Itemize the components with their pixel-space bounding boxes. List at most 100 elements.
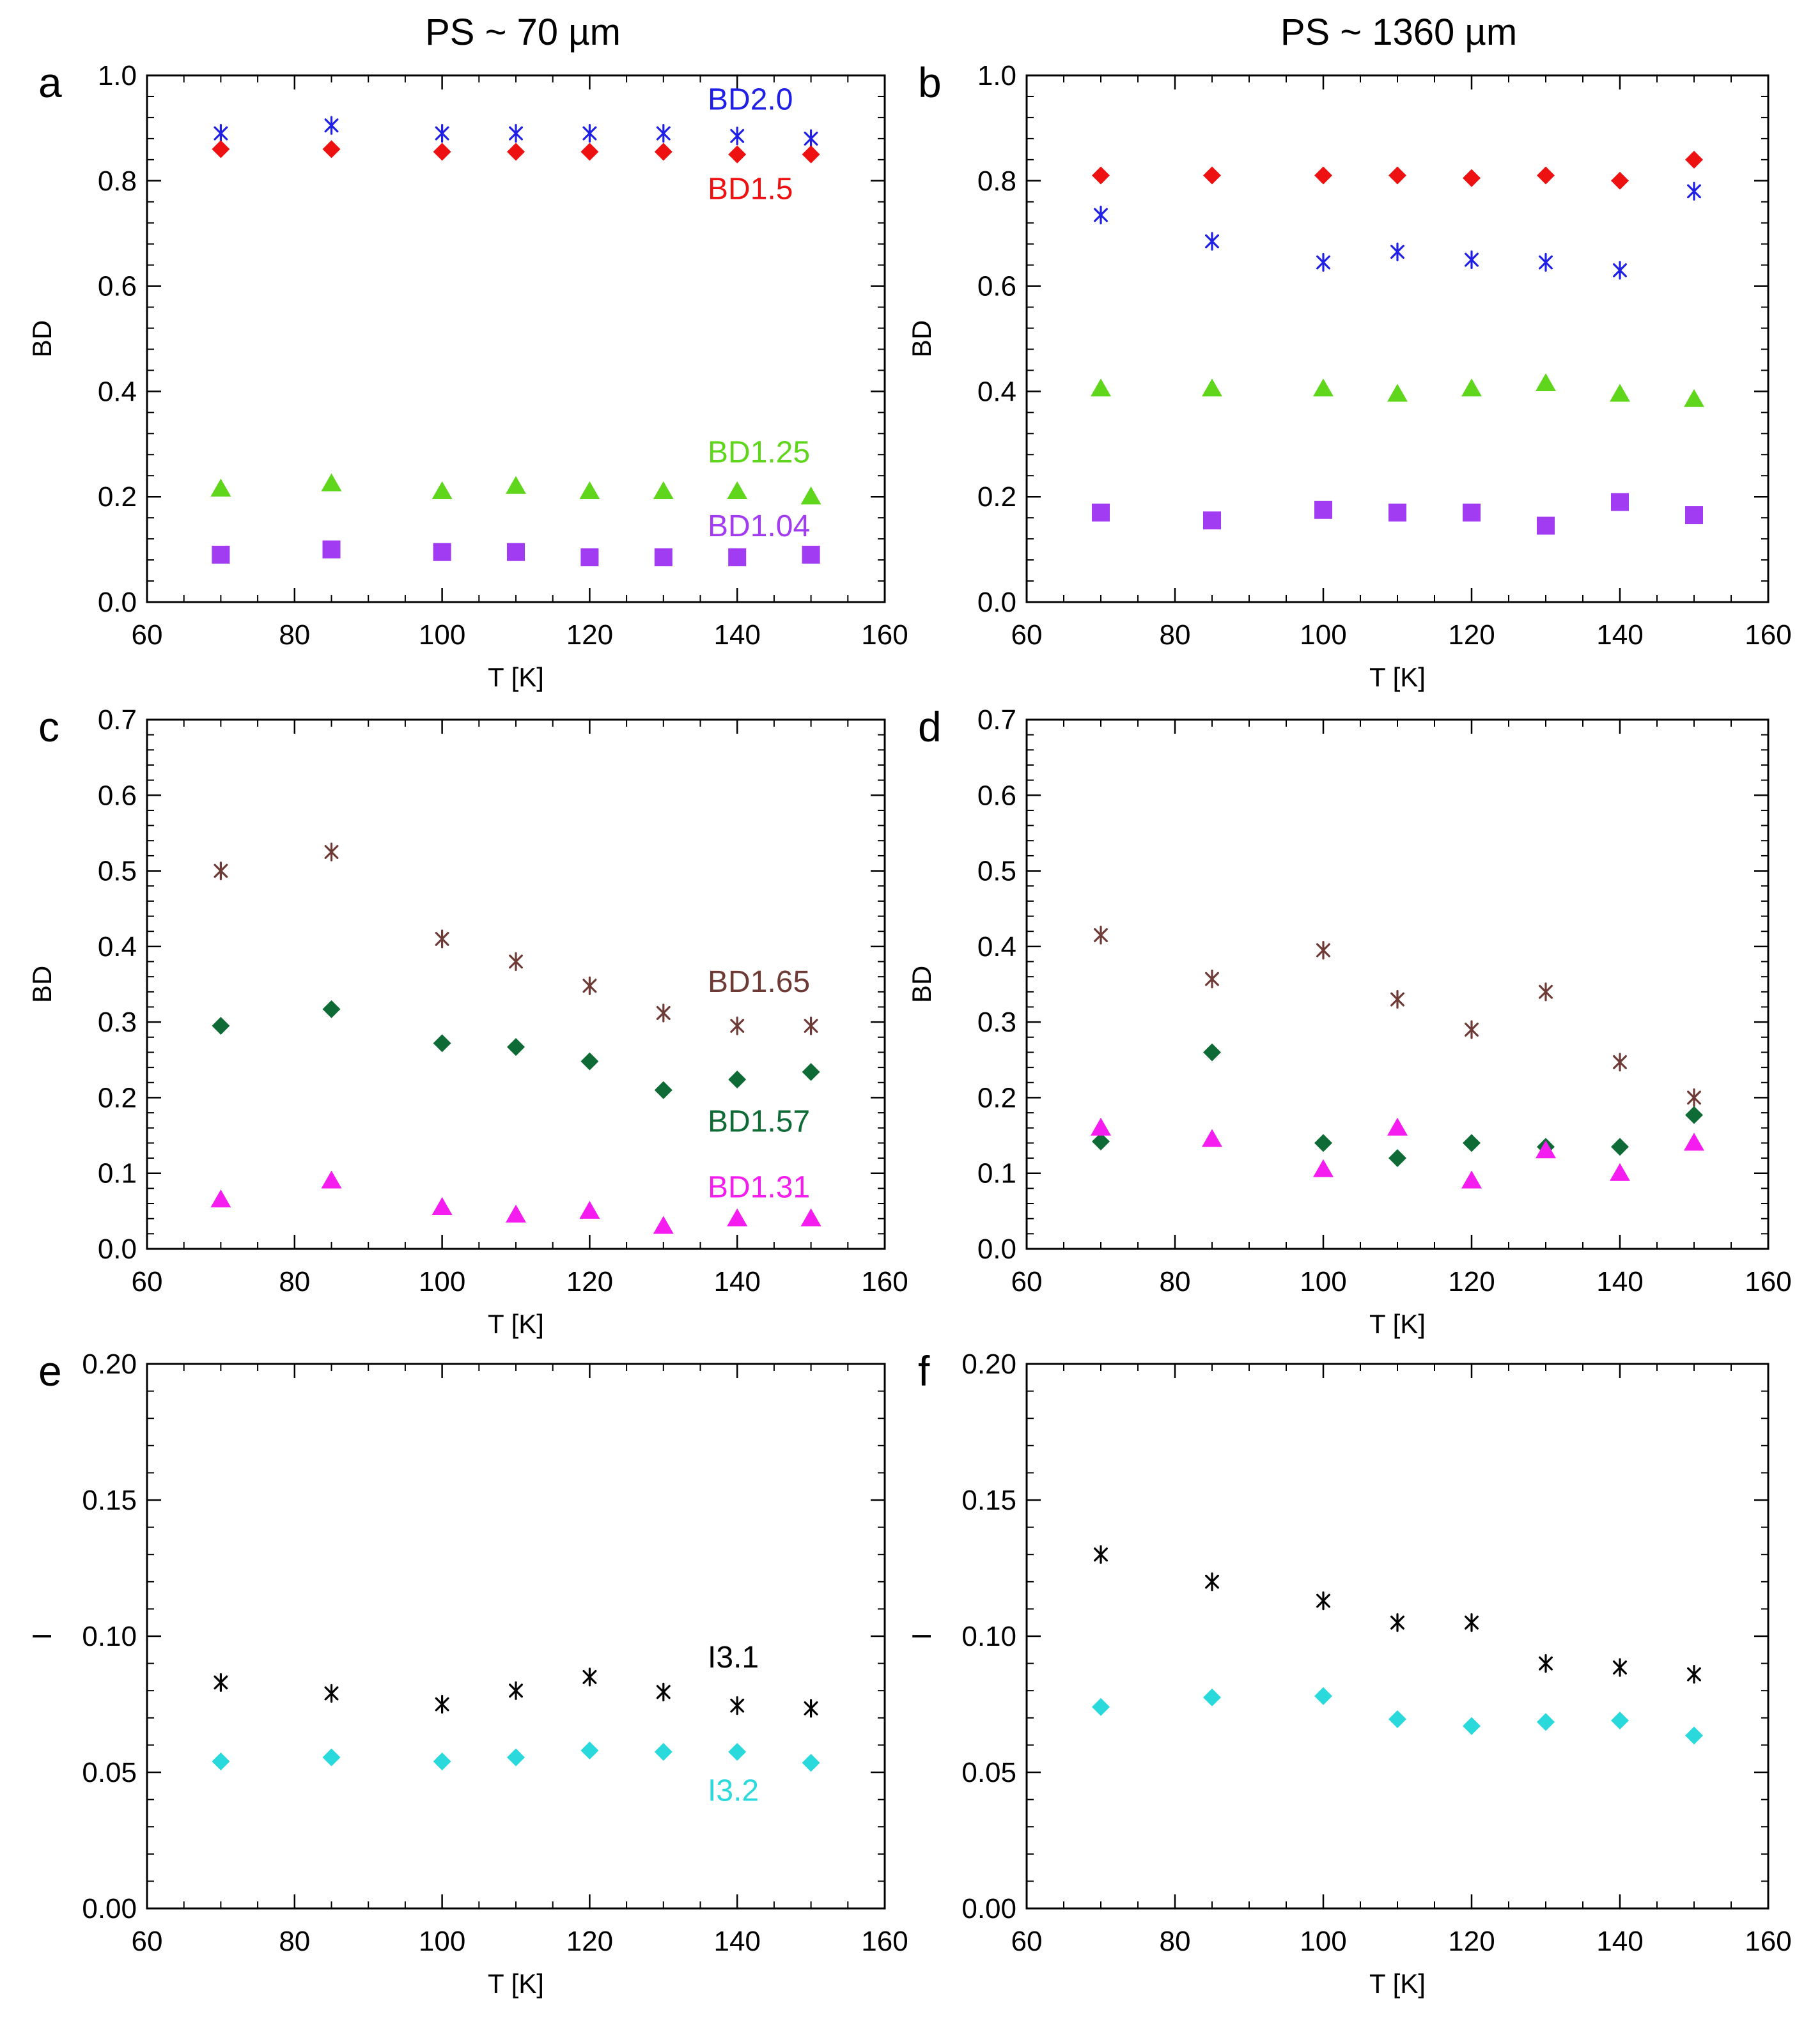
data-point-diamond [1463, 169, 1481, 187]
series-darkgreen-diamond [1092, 1043, 1703, 1168]
y-tick-label: 0.3 [977, 1007, 1016, 1038]
data-point-triangle [800, 1208, 821, 1226]
x-tick-label: 140 [713, 1266, 760, 1297]
data-point-asterisk [1205, 1572, 1219, 1591]
data-point-diamond [728, 1743, 747, 1761]
data-point-triangle [321, 1170, 342, 1189]
x-tick-label: 60 [1011, 619, 1043, 651]
data-point-diamond [580, 1741, 599, 1760]
series-red-diamond [1092, 150, 1703, 190]
data-point-asterisk [1316, 1591, 1330, 1611]
x-tick-label: 80 [279, 1266, 310, 1297]
asterisk-stroke [582, 126, 597, 141]
data-point-diamond [212, 140, 230, 159]
y-tick-label: 0.6 [98, 271, 137, 302]
data-point-triangle [1202, 378, 1222, 397]
panel-letter: b [918, 59, 942, 106]
x-tick-label: 80 [1160, 619, 1191, 651]
data-point-diamond [1685, 1726, 1703, 1745]
data-point-diamond [212, 1017, 230, 1035]
series-bd2-0 [214, 116, 818, 148]
data-point-asterisk [1390, 1613, 1404, 1632]
data-point-asterisk [1687, 1088, 1701, 1108]
data-point-asterisk [1390, 242, 1404, 261]
data-point-diamond [654, 1743, 673, 1761]
asterisk-stroke [1094, 1547, 1108, 1562]
asterisk-stroke [509, 126, 523, 141]
asterisk-stroke [214, 126, 228, 141]
data-point-asterisk [656, 1003, 671, 1023]
x-tick-label: 80 [1160, 1266, 1191, 1297]
data-point-asterisk [1316, 252, 1330, 272]
asterisk-stroke [1390, 245, 1404, 259]
x-tick-label: 60 [132, 1926, 163, 1957]
data-point-asterisk [1465, 1613, 1479, 1632]
data-point-diamond [1314, 1134, 1332, 1152]
series-black-asterisk [1094, 1545, 1701, 1684]
y-tick-label: 0.7 [977, 704, 1016, 736]
y-axis-label: I [906, 1632, 937, 1640]
data-point-diamond [1388, 1149, 1406, 1168]
data-point-triangle [727, 481, 748, 499]
asterisk-stroke [1094, 208, 1108, 222]
data-point-triangle [1610, 383, 1630, 402]
plot-frame [1025, 74, 1769, 603]
panel-letter: e [38, 1347, 62, 1395]
asterisk-stroke [1465, 1023, 1479, 1037]
asterisk-stroke [214, 1675, 228, 1690]
data-point-triangle [432, 1196, 453, 1215]
data-point-asterisk [324, 842, 339, 862]
y-tick-label: 0.2 [98, 1082, 137, 1113]
x-axis-label: T [K] [488, 1309, 544, 1339]
x-tick-label: 140 [1596, 1266, 1643, 1297]
x-axis-label: T [K] [488, 662, 544, 692]
asterisk-stroke [324, 845, 339, 859]
y-tick-label: 0.7 [98, 704, 137, 736]
x-tick-label: 100 [1300, 1266, 1346, 1297]
data-point-asterisk [1316, 941, 1330, 960]
asterisk-stroke [1316, 255, 1330, 270]
data-point-asterisk [1465, 1020, 1479, 1039]
data-point-square [1388, 503, 1406, 522]
data-point-square [802, 545, 820, 564]
asterisk-stroke [730, 1698, 745, 1713]
data-point-square [1537, 516, 1555, 535]
y-tick-label: 0.00 [961, 1893, 1016, 1924]
data-point-asterisk [730, 127, 745, 146]
series-i3-1 [214, 1667, 818, 1718]
data-point-asterisk [214, 1673, 228, 1692]
data-point-asterisk [582, 124, 597, 143]
y-tick-label: 0.05 [961, 1757, 1016, 1788]
data-point-asterisk [730, 1016, 745, 1035]
data-point-asterisk [656, 1682, 671, 1701]
series-label: BD1.5 [708, 173, 793, 206]
data-point-asterisk [1613, 1053, 1627, 1072]
data-point-asterisk [1687, 1665, 1701, 1684]
data-point-triangle [506, 1204, 526, 1223]
y-tick-label: 0.2 [977, 481, 1016, 513]
series-magenta-triangle [1091, 1117, 1704, 1189]
asterisk-stroke [656, 1005, 671, 1020]
data-point-asterisk [1205, 970, 1219, 989]
y-tick-label: 0.0 [977, 1234, 1016, 1265]
panels: a 60 80 100 120 140 160 0.0 0.2 0.4 0.6 0.8 1.0 T [K]… [27, 59, 1792, 1999]
y-tick-label: 0.3 [98, 1007, 137, 1038]
x-axis-label: T [K] [1369, 662, 1426, 692]
data-point-asterisk [1613, 261, 1627, 280]
data-point-asterisk [509, 952, 523, 971]
data-point-asterisk [509, 124, 523, 143]
column-title-right: PS ~ 1360 µm [1280, 12, 1517, 53]
series-bd1-04 [212, 540, 820, 566]
data-point-diamond [322, 1000, 341, 1019]
y-tick-label: 0.4 [98, 376, 137, 407]
x-tick-label: 140 [713, 619, 760, 651]
asterisk-stroke [324, 118, 339, 133]
data-point-diamond [1463, 1717, 1481, 1735]
data-point-diamond [654, 1081, 673, 1099]
series-label: BD1.57 [708, 1105, 810, 1139]
x-tick-label: 120 [1448, 619, 1495, 651]
y-tick-label: 0.0 [98, 1234, 137, 1265]
asterisk-stroke [1539, 1656, 1553, 1671]
series-purple-square [1092, 493, 1703, 535]
y-tick-label: 0.1 [977, 1158, 1016, 1189]
